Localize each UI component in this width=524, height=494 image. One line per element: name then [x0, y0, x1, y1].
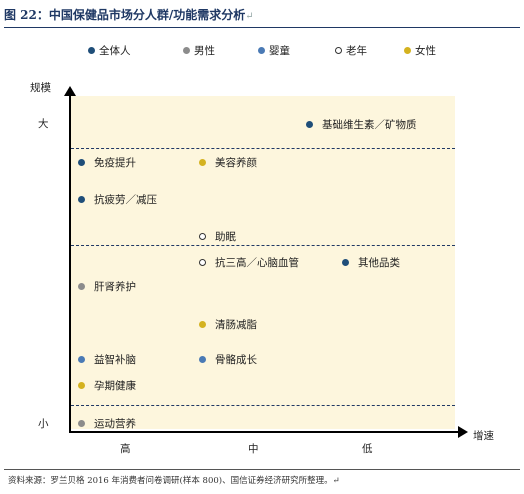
item-pregnancy: 孕期健康 [78, 378, 136, 393]
item-dot [78, 420, 85, 427]
x-axis-arrow [458, 426, 468, 438]
legend-male-label: 男性 [194, 45, 215, 57]
x-axis [69, 431, 459, 433]
item-bone-growth: 骨骼成长 [199, 352, 257, 367]
item-label: 肝肾养护 [94, 281, 136, 293]
item-label: 其他品类 [358, 257, 400, 269]
item-dot [306, 121, 313, 128]
item-label: 助眠 [215, 231, 236, 243]
tier-divider-top [71, 148, 455, 149]
tier-divider-bottom [71, 405, 455, 406]
legend-infant-dot [258, 47, 265, 54]
x-tick-high: 高 [120, 443, 131, 455]
y-axis-title: 规模 [30, 82, 51, 94]
tier-divider-middle [71, 245, 455, 246]
item-label: 益智补脑 [94, 354, 136, 366]
figure-title: 图 22：中国保健品市场分人群/功能需求分析↵ [4, 6, 254, 23]
item-label: 基础维生素／矿物质 [322, 119, 417, 131]
item-dot [199, 321, 206, 328]
source-rule [4, 469, 520, 470]
item-label: 美容养颜 [215, 157, 257, 169]
legend-elderly-label: 老年 [346, 45, 367, 57]
item-label: 孕期健康 [94, 380, 136, 392]
item-sports-nutrition: 运动营养 [78, 416, 136, 431]
paragraph-mark: ↵ [245, 11, 254, 22]
item-gut-slimming: 清肠减脂 [199, 317, 257, 332]
legend-item-male: 男性 [183, 43, 215, 58]
item-beauty: 美容养颜 [199, 155, 257, 170]
source-text: 资料来源：罗兰贝格 2016 年消费者问卷调研(样本 800)、国信证券经济研究… [8, 476, 333, 486]
item-dot [78, 382, 85, 389]
item-other: 其他品类 [342, 255, 400, 270]
x-tick-low: 低 [362, 443, 373, 455]
item-label: 抗三高／心脑血管 [215, 257, 299, 269]
item-label: 运动营养 [94, 418, 136, 430]
plot-area [71, 96, 455, 429]
item-dot [199, 356, 206, 363]
legend-item-female: 女性 [404, 43, 436, 58]
legend-female-dot [404, 47, 411, 54]
y-axis-low: 小 [38, 418, 49, 430]
x-axis-title: 增速 [473, 430, 494, 442]
item-dot [199, 233, 206, 240]
legend-item-infant: 婴童 [258, 43, 290, 58]
legend-female-label: 女性 [415, 45, 436, 57]
y-axis-arrow [64, 86, 76, 96]
item-dot [199, 159, 206, 166]
item-cardiovascular: 抗三高／心脑血管 [199, 255, 299, 270]
item-basic-vitamins: 基础维生素／矿物质 [306, 117, 417, 132]
item-label: 清肠减脂 [215, 319, 257, 331]
item-dot [78, 196, 85, 203]
item-immunity: 免疫提升 [78, 155, 136, 170]
legend: 全体人 男性 婴童 老年 女性 [0, 43, 524, 61]
item-dot [199, 259, 206, 266]
item-dot [78, 356, 85, 363]
item-dot [78, 159, 85, 166]
legend-all-dot [88, 47, 95, 54]
title-rule [4, 27, 520, 28]
item-dot [342, 259, 349, 266]
item-brain: 益智补脑 [78, 352, 136, 367]
x-tick-medium: 中 [248, 443, 259, 455]
y-axis-high: 大 [38, 118, 49, 130]
item-sleep: 助眠 [199, 229, 236, 244]
legend-infant-label: 婴童 [269, 45, 290, 57]
item-dot [78, 283, 85, 290]
item-label: 骨骼成长 [215, 354, 257, 366]
legend-all-label: 全体人 [99, 45, 131, 57]
item-liver-kidney: 肝肾养护 [78, 279, 136, 294]
paragraph-mark: ↵ [332, 476, 340, 486]
y-axis [69, 93, 71, 432]
item-label: 免疫提升 [94, 157, 136, 169]
legend-male-dot [183, 47, 190, 54]
item-label: 抗疲劳／减压 [94, 194, 157, 206]
source-note: 资料来源：罗兰贝格 2016 年消费者问卷调研(样本 800)、国信证券经济研究… [8, 474, 340, 486]
item-anti-fatigue: 抗疲劳／减压 [78, 192, 157, 207]
legend-item-all: 全体人 [88, 43, 131, 58]
legend-elderly-dot [335, 47, 342, 54]
figure-title-text: 图 22：中国保健品市场分人群/功能需求分析 [4, 8, 246, 22]
legend-item-elderly: 老年 [335, 43, 367, 58]
